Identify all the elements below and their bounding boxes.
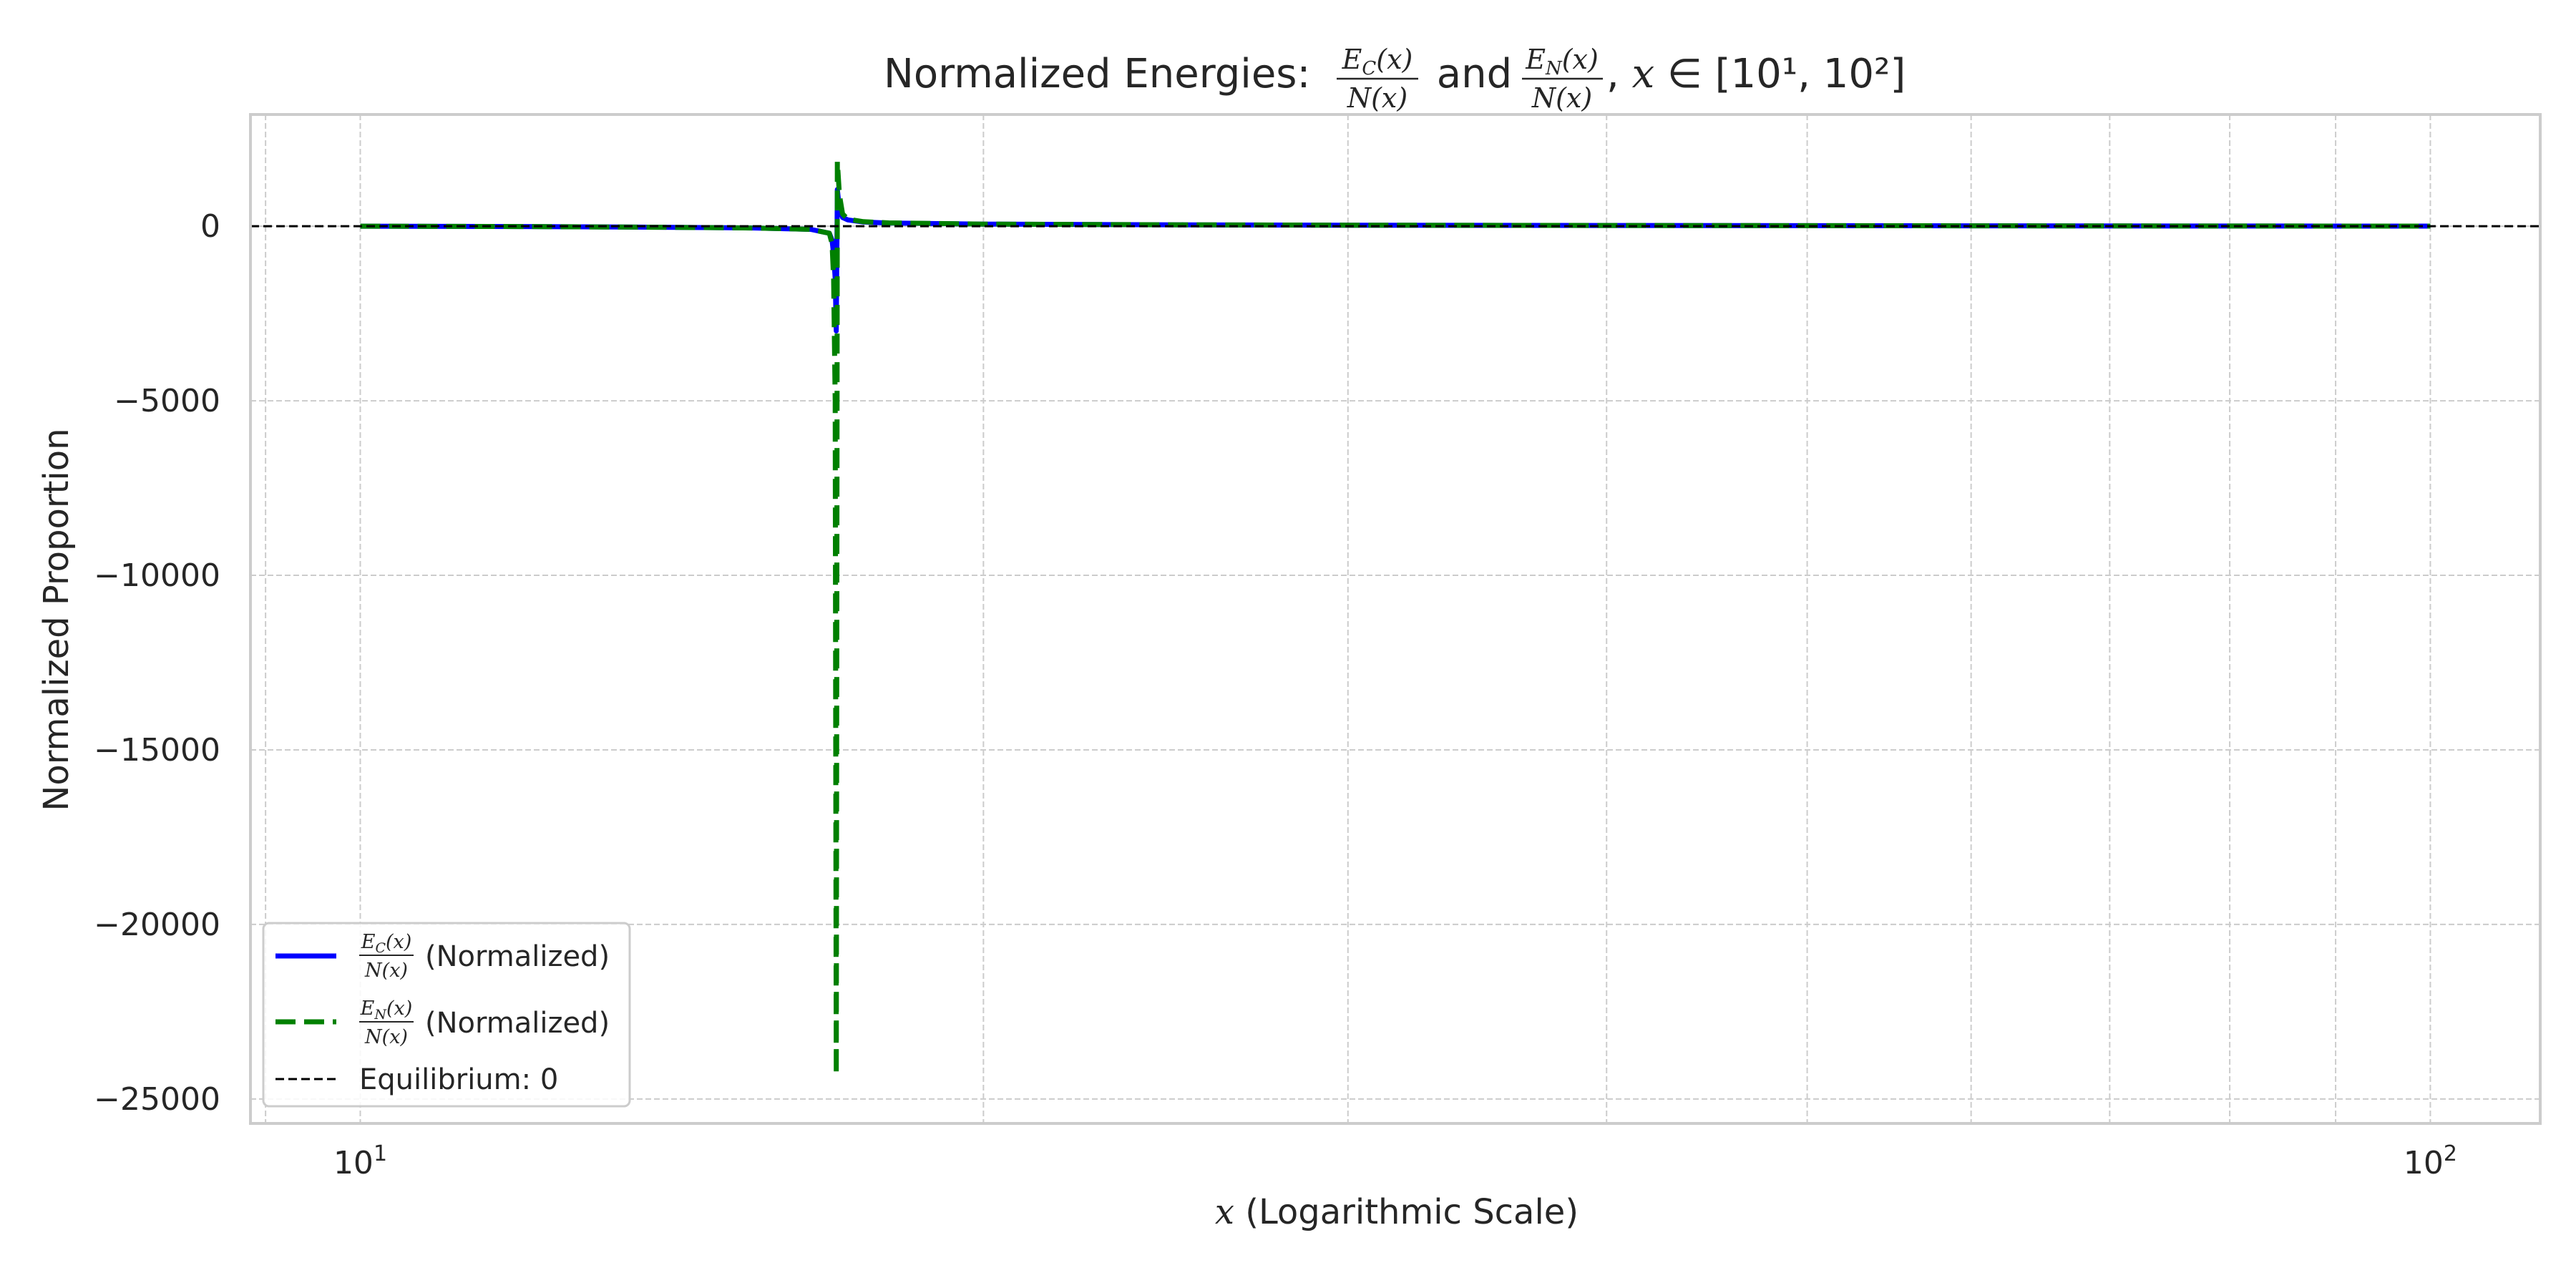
legend-label-ec: (Normalized)	[425, 940, 610, 973]
title-fraction-2: EN(x) N(x)	[1522, 44, 1603, 114]
y-axis-title: Normalized Proportion	[36, 428, 77, 811]
svg-text:N(x): N(x)	[364, 960, 408, 982]
svg-text:EC(x): EC(x)	[361, 931, 412, 956]
title-fraction-1: EC(x) N(x)	[1337, 44, 1418, 114]
y-tick-label: −5000	[114, 383, 220, 419]
legend-box	[262, 922, 631, 1108]
series-layer	[250, 159, 2540, 1078]
y-tick-label: 0	[200, 208, 220, 245]
plot-frame	[249, 113, 2542, 1125]
y-tick-label: −15000	[94, 732, 220, 769]
legend-item-equilibrium: Equilibrium: 0	[275, 1063, 558, 1096]
y-tick-label: −20000	[94, 907, 220, 943]
grid	[250, 114, 2540, 1123]
x-axis-title: x (Logarithmic Scale)	[1215, 1192, 1579, 1232]
title-and: and	[1424, 51, 1525, 97]
svg-text:N(x): N(x)	[364, 1026, 408, 1048]
chart-title: Normalized Energies:	[884, 51, 1310, 97]
svg-text:N(x): N(x)	[1347, 82, 1407, 114]
legend-label-en: (Normalized)	[425, 1007, 610, 1040]
y-tick-label: −25000	[94, 1081, 220, 1118]
legend-item-ec: EC(x) N(x) (Normalized)	[275, 931, 610, 982]
y-tick-label: −10000	[94, 557, 220, 594]
svg-text:EN(x): EN(x)	[1525, 44, 1599, 79]
legend-label-equilibrium: Equilibrium: 0	[359, 1063, 558, 1096]
tick-labels: 0 −5000 −10000 −15000 −20000 −25000 101 102	[94, 208, 2457, 1181]
series-line-en	[360, 159, 2431, 1078]
legend-item-en: EN(x) N(x) (Normalized)	[275, 997, 610, 1048]
svg-text:EN(x): EN(x)	[360, 997, 413, 1023]
legend: EC(x) N(x) (Normalized) EN(x) N(x) (Norm…	[262, 922, 631, 1108]
svg-text:N(x): N(x)	[1531, 82, 1592, 114]
title-tail: , x ∈ [10¹, 10²]	[1606, 51, 1906, 97]
x-tick-label: 102	[2404, 1141, 2457, 1181]
x-tick-label: 101	[333, 1141, 387, 1181]
svg-text:EC(x): EC(x)	[1342, 44, 1413, 79]
